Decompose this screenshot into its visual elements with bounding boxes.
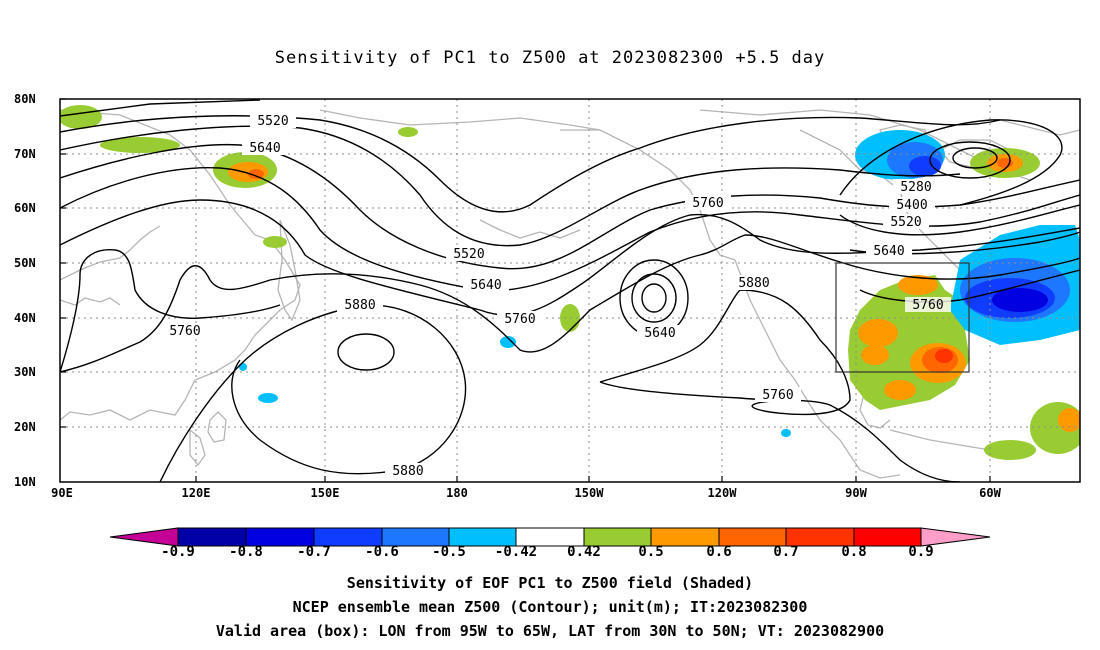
plot-frame bbox=[59, 98, 1081, 483]
sensitivity-shading bbox=[60, 105, 1080, 460]
contour-label: 5400 bbox=[896, 198, 927, 213]
contour-label: 5880 bbox=[738, 276, 769, 291]
contour-label: 5520 bbox=[890, 215, 921, 230]
colorbar-tick: 0.42 bbox=[567, 544, 601, 560]
colorbar-tick: 0.5 bbox=[638, 544, 664, 560]
lon-label: 180 bbox=[446, 486, 468, 500]
lat-label: 60N bbox=[14, 201, 36, 215]
lat-label: 40N bbox=[14, 311, 36, 325]
lat-label: 70N bbox=[14, 147, 36, 161]
caption-line-3: Valid area (box): LON from 95W to 65W, L… bbox=[215, 622, 885, 640]
colorbar-tick: 0.6 bbox=[706, 544, 732, 560]
colorbar-tick: 0.9 bbox=[908, 544, 934, 560]
colorbar-tick: -0.42 bbox=[494, 544, 538, 560]
contour-label: 5760 bbox=[169, 324, 200, 339]
lon-label: 60W bbox=[979, 486, 1001, 500]
contour-label: 5880 bbox=[344, 298, 375, 313]
contour-label-group: 5520 5640 5520 5640 5760 5280 5400 5520 … bbox=[162, 113, 951, 479]
lon-label: 120E bbox=[181, 486, 211, 500]
colorbar-tick: -0.9 bbox=[161, 544, 195, 560]
contour-label: 5280 bbox=[900, 180, 931, 195]
map-title: Sensitivity of PC1 to Z500 at 2023082300… bbox=[274, 48, 826, 68]
caption-line-2: NCEP ensemble mean Z500 (Contour); unit(… bbox=[292, 598, 808, 616]
lon-label: 150E bbox=[310, 486, 340, 500]
colorbar-tick: -0.5 bbox=[432, 544, 466, 560]
lat-label: 20N bbox=[14, 420, 36, 434]
lat-label: 30N bbox=[14, 365, 36, 379]
contour-label: 5760 bbox=[912, 298, 943, 313]
contour-label: 5880 bbox=[392, 464, 423, 479]
colorbar-tick: -0.7 bbox=[297, 544, 331, 560]
contour-label: 5760 bbox=[504, 312, 535, 327]
valid-area-box bbox=[835, 262, 970, 373]
contour-label: 5760 bbox=[762, 388, 793, 403]
lon-label: 120W bbox=[707, 486, 737, 500]
colorbar-tick: -0.8 bbox=[229, 544, 263, 560]
lat-label: 80N bbox=[14, 92, 36, 106]
lon-label: 90W bbox=[845, 486, 867, 500]
lat-label: 10N bbox=[14, 475, 36, 489]
lat-label: 50N bbox=[14, 256, 36, 270]
colorbar-tick: 0.8 bbox=[841, 544, 867, 560]
lon-label: 90E bbox=[51, 486, 73, 500]
colorbar bbox=[109, 527, 991, 547]
contour-label: 5640 bbox=[644, 326, 675, 341]
colorbar-tick: -0.6 bbox=[365, 544, 399, 560]
contour-label: 5640 bbox=[470, 278, 501, 293]
contour-label: 5520 bbox=[257, 114, 288, 129]
contour-label: 5760 bbox=[692, 196, 723, 211]
caption-line-1: Sensitivity of EOF PC1 to Z500 field (Sh… bbox=[346, 574, 754, 592]
contour-label: 5520 bbox=[453, 247, 484, 262]
colorbar-tick: 0.7 bbox=[773, 544, 799, 560]
contour-label: 5640 bbox=[873, 244, 904, 259]
lon-label: 150W bbox=[574, 486, 604, 500]
contour-label: 5640 bbox=[249, 141, 280, 156]
